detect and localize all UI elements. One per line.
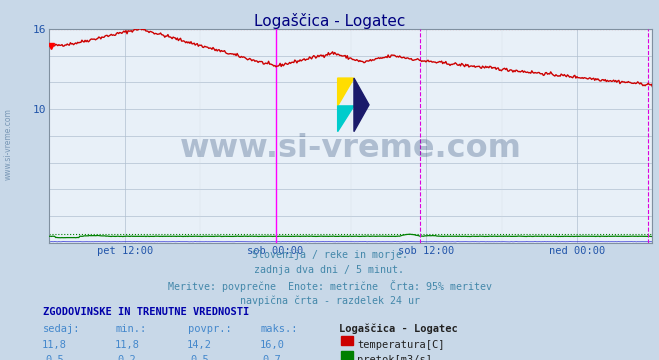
Text: www.si-vreme.com: www.si-vreme.com bbox=[180, 133, 522, 164]
Text: sedaj:: sedaj: bbox=[43, 324, 80, 334]
Text: min.:: min.: bbox=[115, 324, 146, 334]
Text: 14,2: 14,2 bbox=[187, 340, 212, 350]
Text: www.si-vreme.com: www.si-vreme.com bbox=[4, 108, 13, 180]
Text: temperatura[C]: temperatura[C] bbox=[357, 340, 445, 350]
Text: 16,0: 16,0 bbox=[260, 340, 285, 350]
Text: 0,5: 0,5 bbox=[45, 355, 64, 360]
Text: Meritve: povprečne  Enote: metrične  Črta: 95% meritev: Meritve: povprečne Enote: metrične Črta:… bbox=[167, 280, 492, 292]
Text: ZGODOVINSKE IN TRENUTNE VREDNOSTI: ZGODOVINSKE IN TRENUTNE VREDNOSTI bbox=[43, 307, 249, 317]
Polygon shape bbox=[337, 106, 354, 132]
Text: povpr.:: povpr.: bbox=[188, 324, 231, 334]
Polygon shape bbox=[337, 78, 354, 106]
Text: maks.:: maks.: bbox=[260, 324, 298, 334]
Text: Slovenija / reke in morje.: Slovenija / reke in morje. bbox=[252, 250, 407, 260]
Text: 11,8: 11,8 bbox=[115, 340, 140, 350]
Text: 0,2: 0,2 bbox=[118, 355, 136, 360]
Text: pretok[m3/s]: pretok[m3/s] bbox=[357, 355, 432, 360]
Text: zadnja dva dni / 5 minut.: zadnja dva dni / 5 minut. bbox=[254, 265, 405, 275]
Text: navpična črta - razdelek 24 ur: navpična črta - razdelek 24 ur bbox=[239, 296, 420, 306]
Text: 0,7: 0,7 bbox=[263, 355, 281, 360]
Text: Logaščica - Logatec: Logaščica - Logatec bbox=[254, 13, 405, 28]
Text: 11,8: 11,8 bbox=[42, 340, 67, 350]
Text: 0,5: 0,5 bbox=[190, 355, 209, 360]
Polygon shape bbox=[354, 78, 369, 132]
Text: Logaščica - Logatec: Logaščica - Logatec bbox=[339, 324, 458, 334]
